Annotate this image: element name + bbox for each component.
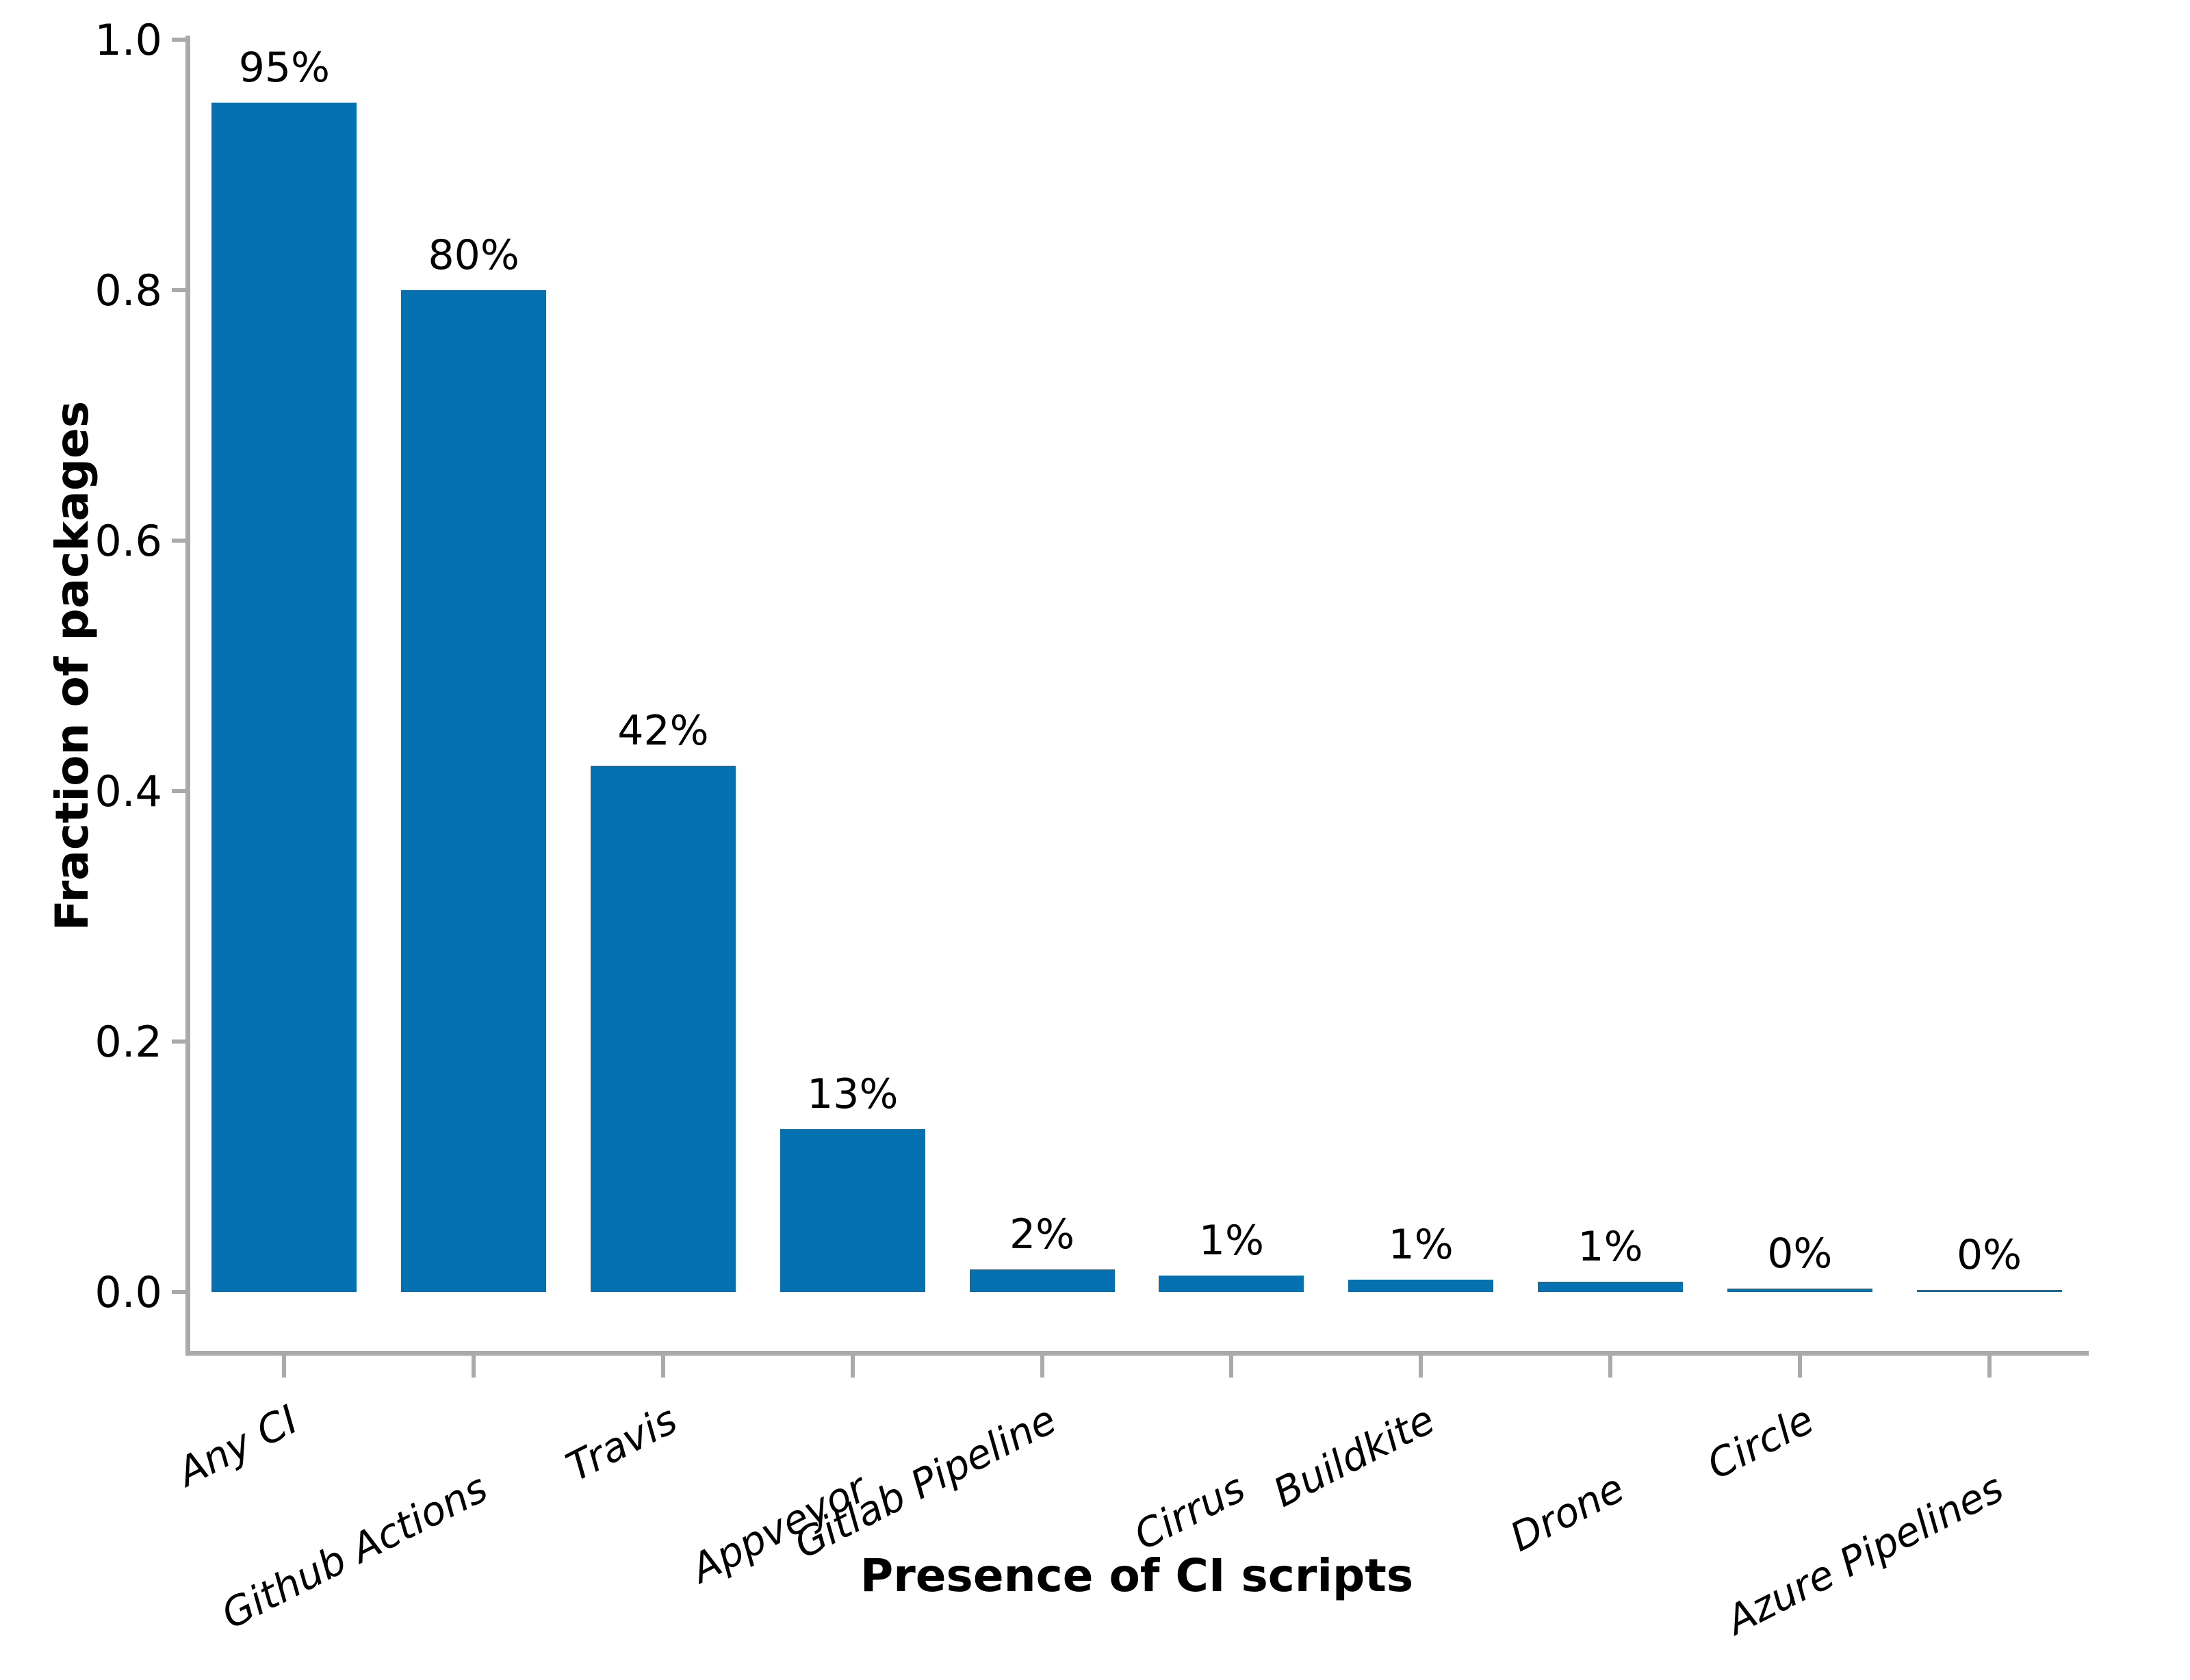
- bar-group[interactable]: 0%: [1727, 40, 1872, 1292]
- x-tick-mark: [1040, 1356, 1044, 1378]
- x-tick-mark: [1987, 1356, 1992, 1378]
- bar-group[interactable]: 80%: [401, 40, 547, 1292]
- y-tick-mark: [172, 539, 190, 543]
- y-tick-label: 0.0: [94, 1267, 162, 1317]
- bar-value-label: 0%: [1767, 1229, 1833, 1278]
- bar-group[interactable]: 95%: [211, 40, 357, 1292]
- x-tick-mark: [472, 1356, 476, 1378]
- bar-value-label: 2%: [1009, 1211, 1075, 1259]
- bar[interactable]: [780, 1129, 925, 1292]
- bar-group[interactable]: 1%: [1159, 40, 1304, 1292]
- y-tick-label: 1.0: [94, 15, 162, 65]
- bar-group[interactable]: 42%: [591, 40, 736, 1292]
- bar[interactable]: [1538, 1282, 1683, 1292]
- bar-value-label: 13%: [807, 1070, 899, 1119]
- x-tick-mark: [661, 1356, 665, 1378]
- y-tick-mark: [172, 1290, 190, 1294]
- bar-value-label: 1%: [1577, 1223, 1643, 1271]
- bar[interactable]: [969, 1269, 1115, 1292]
- y-tick-mark: [172, 288, 190, 292]
- y-axis-title: Fraction of packages: [45, 400, 99, 931]
- y-tick-label: 0.4: [94, 766, 162, 816]
- bar[interactable]: [1348, 1279, 1494, 1292]
- y-tick-label: 0.6: [94, 516, 162, 566]
- bar[interactable]: [401, 290, 547, 1292]
- bar[interactable]: [211, 102, 357, 1292]
- bar-value-label: 1%: [1388, 1220, 1454, 1269]
- bar-group[interactable]: 0%: [1916, 40, 2062, 1292]
- bar-value-label: 0%: [1957, 1231, 2022, 1279]
- bar-value-label: 42%: [617, 707, 709, 755]
- bar-value-label: 1%: [1198, 1217, 1264, 1265]
- x-axis-spine: [185, 1351, 2089, 1356]
- y-tick-label: 0.2: [94, 1017, 162, 1067]
- plot-area: 95% 80% 42% 13% 2% 1% 1% 1% 0% 0%: [190, 40, 2084, 1292]
- x-tick-mark: [1419, 1356, 1424, 1378]
- bar[interactable]: [591, 766, 736, 1292]
- y-tick-mark: [172, 789, 190, 793]
- x-tick-mark: [1608, 1356, 1612, 1378]
- y-tick-label: 0.8: [94, 266, 162, 315]
- bar-group[interactable]: 1%: [1538, 40, 1683, 1292]
- x-axis-title: Presence of CI scripts: [860, 1549, 1414, 1602]
- bar[interactable]: [1916, 1290, 2062, 1292]
- bar[interactable]: [1159, 1276, 1304, 1292]
- bar-group[interactable]: 2%: [969, 40, 1115, 1292]
- x-tick-mark: [1797, 1356, 1802, 1378]
- y-tick-mark: [172, 1039, 190, 1044]
- y-axis-spine: [185, 36, 190, 1356]
- bar-group[interactable]: 1%: [1348, 40, 1494, 1292]
- bar-group[interactable]: 13%: [780, 40, 925, 1292]
- x-tick-mark: [850, 1356, 855, 1378]
- x-tick-mark: [282, 1356, 287, 1378]
- bar-value-label: 80%: [428, 231, 519, 279]
- bar[interactable]: [1727, 1288, 1872, 1292]
- x-tick-mark: [1229, 1356, 1234, 1378]
- bar-chart-figure: Fraction of packages 0.0 0.2 0.4 0.6 0.8 1.0 …: [45, 15, 2089, 1644]
- y-tick-mark: [172, 38, 190, 42]
- bar-value-label: 95%: [238, 43, 331, 92]
